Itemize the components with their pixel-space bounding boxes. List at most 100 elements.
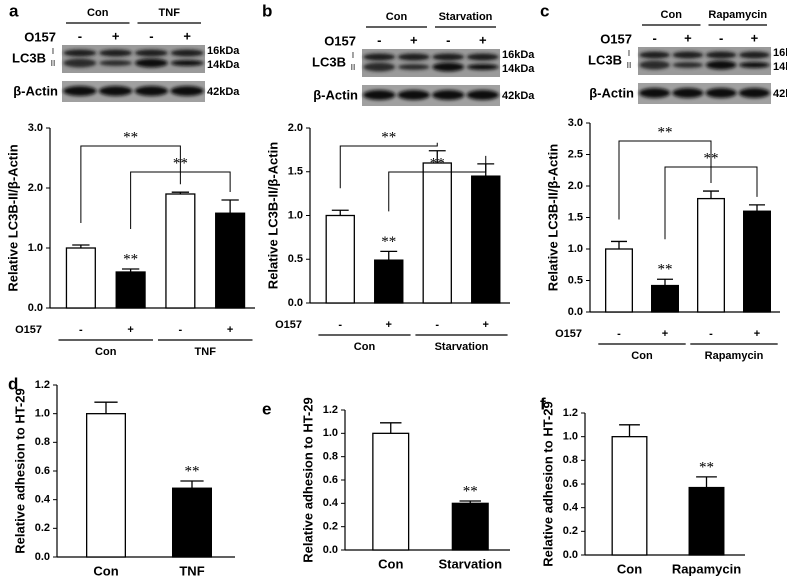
blot-sign: - [446,32,450,47]
x-tick-label: - [179,324,183,336]
significance: ** [463,483,478,499]
significance: ** [123,251,138,267]
y-tick-label: 0.0 [568,306,583,318]
category-title: O157 [275,319,302,331]
bracket [388,155,487,212]
bracket-label: ** [430,155,445,171]
blot-band [99,49,133,57]
x-tick-label: Con [378,556,403,571]
y-axis-label: Relative adhesion to HT-29 [540,401,555,566]
bar [372,432,410,551]
blot-control-size: 42kDa [773,88,787,100]
y-tick-label: 2.0 [28,182,43,194]
significance: ** [699,459,714,475]
y-tick-label: 0.4 [563,502,579,514]
panel-label: a [9,1,19,20]
blot-band [705,88,737,98]
bar [325,214,355,304]
blot-band [466,53,499,61]
blot-band [739,51,770,59]
panel-label: b [262,1,272,20]
blot-sign: + [479,32,487,47]
blot-band [63,86,97,96]
blot-band [134,86,169,96]
group-label: Starvation [435,341,489,353]
blot-band [397,64,430,70]
blot-sign: - [78,28,82,43]
bar [374,259,404,304]
blot-band [397,53,430,61]
blot-treatment: O157 [600,31,632,46]
x-tick-label: Starvation [438,556,502,571]
x-tick-label: - [338,319,342,331]
bracket [80,145,181,223]
bar [743,210,771,313]
panel-label: d [8,374,18,393]
x-tick-label: + [127,324,133,336]
blot-band [639,60,670,70]
y-tick-label: 1.5 [568,211,583,223]
y-tick-label: 0.6 [35,465,50,477]
bracket-label: ** [173,155,188,171]
blot-protein: LC3B [588,52,622,67]
y-tick-label: 1.0 [288,209,303,221]
blot-size: 14kDa [207,59,240,71]
blot-sign: + [684,30,692,45]
blot-band [63,58,97,68]
y-tick-label: 0.2 [563,525,578,537]
y-tick-label: 3.0 [568,117,583,129]
bar [171,487,212,558]
blot-band-label: I [52,47,54,56]
panel-label: e [262,399,271,418]
blot-sign: + [751,30,759,45]
y-tick-label: 2.5 [568,148,583,160]
y-tick-label: 0.2 [323,521,338,533]
category-title: O157 [555,328,582,340]
blot-band [672,51,704,59]
blot-band [170,86,204,96]
blot-band [672,88,704,98]
bar [165,193,196,309]
blot-band [432,90,465,100]
blot-group: Rapamycin [708,9,767,21]
x-tick-label: + [386,319,392,331]
y-tick-label: 0.5 [568,274,583,286]
y-tick-label: 0.0 [323,544,338,556]
blot-sign: - [652,30,656,45]
bracket [130,171,231,229]
blot-group: TNF [159,7,181,19]
bracket-label: ** [704,150,719,166]
y-tick-label: 0.8 [323,451,338,463]
blot-band [99,60,133,66]
blot-sign: - [149,28,153,43]
significance: ** [658,262,673,278]
y-axis-label: Relative LC3B-II/β-Actin [545,144,560,291]
panel-label: f [540,394,546,413]
blot-actin [362,85,500,106]
bracket-label: ** [658,124,673,140]
x-tick-label: - [709,328,713,340]
blot-actin [62,81,205,102]
blot-band [134,58,168,68]
blot-band-label: I [628,49,630,58]
y-tick-label: 0.0 [28,302,43,314]
x-tick-label: + [483,319,489,331]
blot-band-label: II [51,59,55,68]
blot-band [432,62,465,72]
x-tick-label: + [227,324,233,336]
y-axis-label: Relative LC3B-II/β-Actin [265,142,280,289]
significance: ** [381,234,396,250]
x-tick-label: Con [617,561,642,576]
blot-band [397,90,430,100]
y-tick-label: 1.2 [35,379,50,391]
blot-band [363,90,396,100]
y-tick-label: 0.8 [35,436,50,448]
blot-band [170,49,204,57]
y-tick-label: 1.2 [323,404,338,416]
y-tick-label: 0.5 [288,253,303,265]
x-tick-label: - [617,328,621,340]
blot-band [639,51,670,59]
blot-band [363,53,396,61]
blot-size: 16kDa [773,47,787,59]
